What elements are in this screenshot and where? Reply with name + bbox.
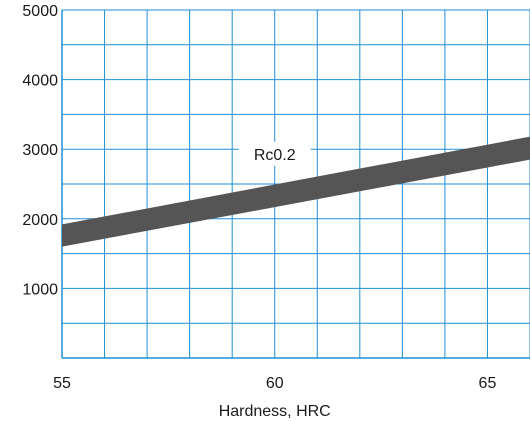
band-label-background (238, 141, 311, 166)
y-axis-ticks: 1000 2000 3000 4000 5000 (22, 3, 58, 298)
y-tick-label: 2000 (22, 212, 58, 229)
y-tick-label: 3000 (22, 142, 58, 159)
x-axis-ticks: 55 60 65 (53, 375, 496, 392)
y-tick-label: 1000 (22, 281, 58, 298)
y-tick-label: 4000 (22, 73, 58, 90)
y-tick-label: 5000 (22, 3, 58, 20)
band-rc0-2 (62, 136, 530, 247)
x-tick-label: 60 (266, 375, 284, 392)
x-axis-title: Hardness, HRC (219, 403, 331, 420)
annotations: Rc0.2 (238, 141, 311, 166)
band-series (62, 136, 530, 247)
x-tick-label: 65 (479, 375, 497, 392)
x-tick-label: 55 (53, 375, 71, 392)
band-label: Rc0.2 (254, 147, 296, 164)
